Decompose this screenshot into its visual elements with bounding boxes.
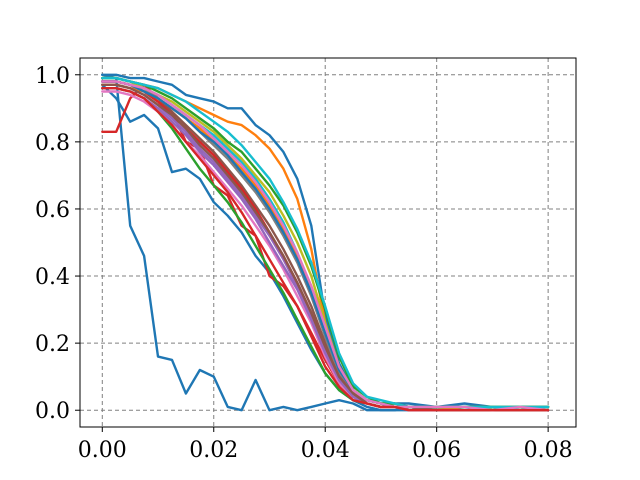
series-line-18 <box>101 83 550 412</box>
series-line-20 <box>101 86 550 412</box>
x-tick-label: 0.08 <box>524 438 573 463</box>
y-tick-label: 0.8 <box>35 131 70 156</box>
y-tick-label: 0.2 <box>35 332 70 357</box>
axis-ticks: 0.00 0.02 0.04 0.06 0.08 0.0 0.2 0.4 0.6 0.8 1.0 <box>35 64 573 463</box>
x-tick-label: 0.04 <box>301 438 350 463</box>
x-tick-label: 0.00 <box>78 438 127 463</box>
x-tick-label: 0.06 <box>412 438 461 463</box>
series-line-19 <box>101 80 550 412</box>
y-tick-label: 1.0 <box>35 64 70 89</box>
y-tick-label: 0.0 <box>35 399 70 424</box>
series-line-3 <box>101 73 550 409</box>
y-tick-label: 0.6 <box>35 198 70 223</box>
plot-frame <box>79 57 577 428</box>
y-tick-label: 0.4 <box>35 265 70 290</box>
series-group <box>101 73 550 412</box>
x-tick-label: 0.02 <box>189 438 238 463</box>
